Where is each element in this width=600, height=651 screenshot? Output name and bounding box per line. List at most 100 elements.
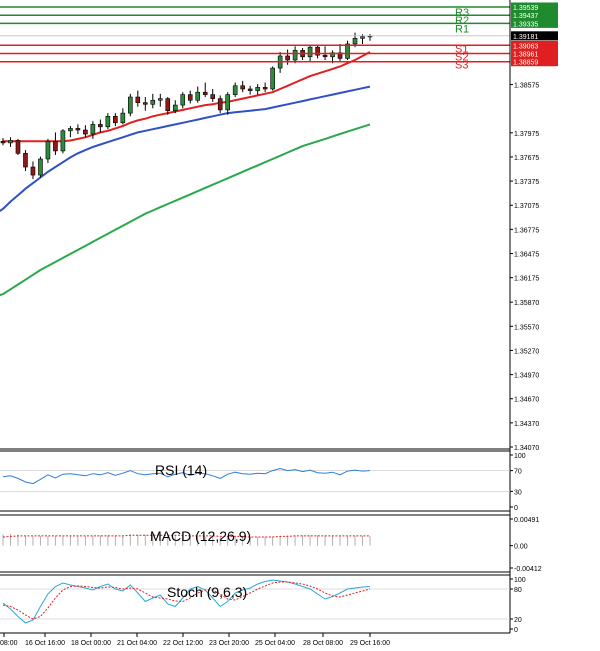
rsi-tick-label: 0 [514,505,518,512]
candle-body [128,96,133,114]
candle-body [38,158,43,176]
candle-body [217,98,223,111]
level-price-tag-r2 [511,10,558,20]
candle-body [180,94,186,106]
price-tick-label: 1.38575 [514,83,539,90]
level-price-tag-r1 [511,18,558,28]
candle-body [143,102,148,105]
level-price-label-r3: 1.39539 [513,5,538,12]
level-name-r1: R1 [455,23,469,35]
price-axis: 1.38575 1.37975 1.37675 1.37375 1.37075 1.367… [509,0,539,633]
candle-body [240,85,245,90]
level-price-label-r1: 1.39335 [513,21,538,28]
candle-body [157,98,163,101]
level-price-tag-s3 [511,57,558,67]
macd-tick-label: 0.00 [514,544,528,551]
rsi-plot [2,467,371,485]
rsi-title: RSI (14) [155,462,207,478]
candle-body [307,46,313,58]
candle-body [322,54,328,58]
candle-body [360,36,365,39]
candle-body [75,128,81,131]
candle-body [120,112,126,124]
time-tick-label: 08:00 [0,640,18,647]
time-tick-label: 18 Oct 00:00 [71,640,111,647]
candle-body [202,91,208,95]
level-price-tag-r3 [511,2,558,12]
price-tick-label: 1.35270 [514,348,539,355]
level-name-r2: R2 [455,15,469,27]
level-name-r3: R3 [455,7,469,19]
stoch-tick-label: 100 [514,577,526,584]
price-tick-label: 1.37975 [514,131,539,138]
candle-body [285,55,290,61]
time-tick-label: 23 Oct 20:00 [209,640,249,647]
price-tick-label: 1.35570 [514,324,539,331]
current-price-label: 1.39181 [513,34,538,41]
level-price-label-s2: 1.38961 [513,52,538,59]
price-tick-label: 1.37075 [514,203,539,210]
candle-body [90,124,96,135]
stoch-k-line [2,579,371,624]
candle-body [15,140,21,154]
candle-body [225,94,230,111]
stoch-tick-label: 80 [514,587,522,594]
price-tick-label: 1.34970 [514,373,539,380]
candle-body [135,96,141,103]
time-tick-label: 25 Oct 04:00 [255,640,295,647]
level-price-tag-s2 [511,49,558,59]
candle-body [105,116,111,128]
price-tick-label: 1.36175 [514,276,539,283]
candle-body [172,104,178,112]
rsi-tick-label: 30 [514,489,522,496]
stoch-frame: 100 80 20 0 [0,574,526,634]
price-panel: 1.39539 R3 1.39437 R2 1.39335 R1 1.39063 S1 1.38… [0,0,558,633]
candle-body [187,94,193,101]
time-tick-label: 29 Oct 16:00 [350,640,390,647]
candle-body [270,67,275,90]
rsi-panel: 100 70 30 0 RSI (14) [0,450,526,512]
candle-body [45,140,51,160]
price-tick-label: 1.34370 [514,421,539,428]
candle-body [195,91,201,101]
ma-mid-line [0,85,371,213]
price-tick-label: 1.37375 [514,179,539,186]
rsi-tick-label: 70 [514,469,522,476]
candle-body [60,130,66,152]
level-price-label-s1: 1.39063 [513,43,538,50]
level-name-s2: S2 [455,52,468,64]
candle-body [83,129,88,135]
candlesticks [0,32,373,180]
price-tick-label: 1.35870 [514,300,539,307]
price-tick-label: 1.34670 [514,397,539,404]
time-tick-label: 22 Oct 12:00 [163,640,203,647]
stoch-tick-label: 0 [514,627,518,634]
candle-body [113,116,118,124]
candle-body [345,43,350,59]
candle-body [23,153,28,168]
price-tick-label: 1.37675 [514,155,539,162]
candle-body [8,140,13,144]
macd-title: MACD (12,26,9) [150,528,251,544]
stoch-title: Stoch (9,6,3) [167,584,247,600]
ma-slow-line [0,123,371,297]
candle-body [30,166,36,176]
time-tick-label: 16 Oct 16:00 [25,640,65,647]
price-tick-label: 1.36775 [514,227,539,234]
macd-tick-label: 0.00491 [514,517,539,524]
time-axis: 08:00 16 Oct 16:00 18 Oct 00:00 21 Oct 04:0… [0,633,390,647]
stoch-tick-label: 20 [514,617,522,624]
stoch-plot [2,579,371,624]
candle-body [98,124,103,128]
level-price-label-r2: 1.39437 [513,13,538,20]
current-price-tag [511,31,558,41]
candle-body [210,94,216,99]
candle-body [0,140,6,144]
candle-body [232,85,238,95]
candle-body [150,99,156,105]
macd-frame: 0.00491 0.00 -0.00412 [0,514,542,573]
candle-body [315,46,320,56]
candle-body [53,140,58,152]
macd-panel: 0.00491 0.00 -0.00412 MACD (12,26,9) [0,514,542,573]
